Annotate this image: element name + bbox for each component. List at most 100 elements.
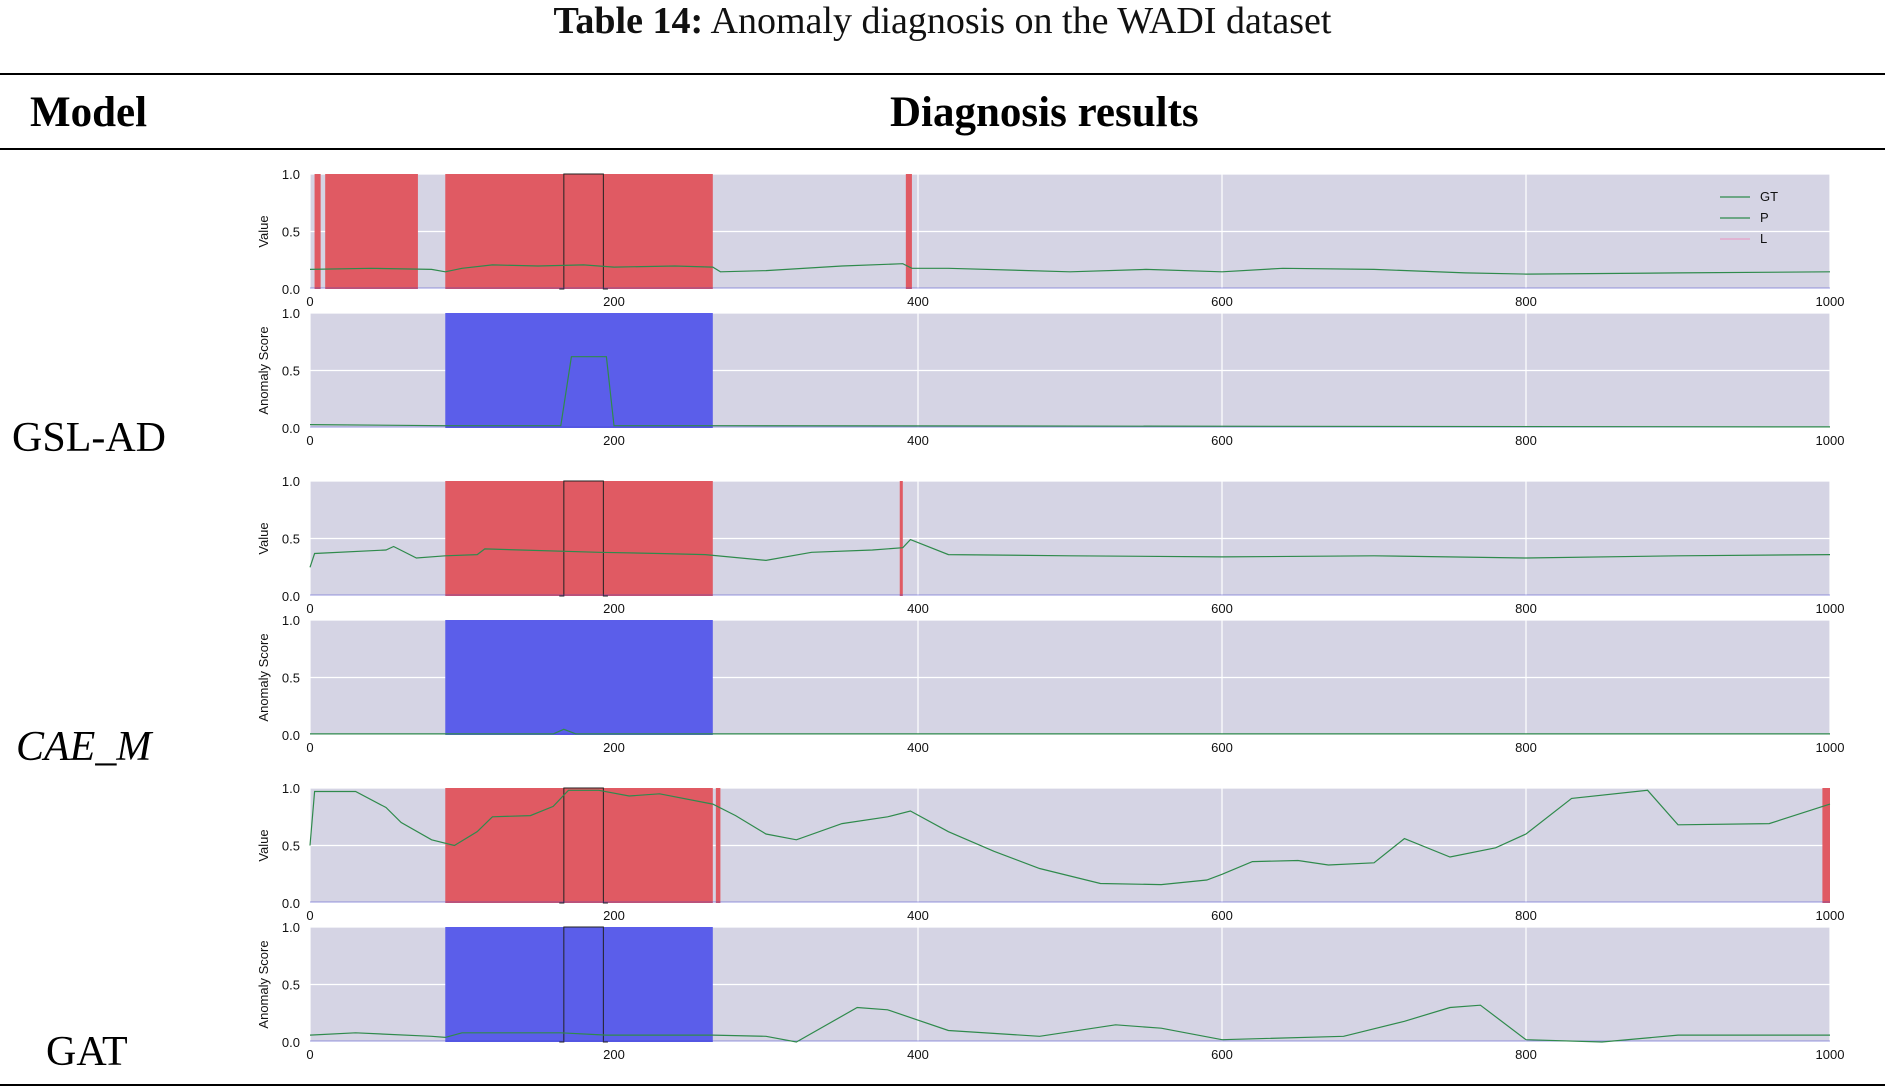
y-tick-label: 1.0 <box>282 613 300 628</box>
y-tick-label: 0.5 <box>282 225 300 240</box>
y-tick-label: 0.5 <box>282 978 300 993</box>
chart-panel-1: 0 200 400 600 800 1000 0.0 0.5 1.0 Value GT PL <box>256 167 1844 309</box>
anomaly-region <box>445 313 713 428</box>
anomaly-region <box>445 481 713 596</box>
ground-truth-line <box>559 926 608 1043</box>
y-tick-label: 0.0 <box>282 1035 300 1050</box>
header-results: Diagnosis results <box>890 89 1199 136</box>
y-axis-label: Anomaly Score <box>256 940 271 1028</box>
x-tick-label: 0 <box>306 908 313 923</box>
x-tick-label: 800 <box>1515 1047 1537 1062</box>
y-tick-label: 0.5 <box>282 532 300 547</box>
x-tick-label: 600 <box>1211 601 1233 616</box>
y-tick-label: 0.0 <box>282 282 300 297</box>
model-label-gat: GAT <box>46 1029 128 1075</box>
x-tick-label: 400 <box>907 433 929 448</box>
x-tick-label: 600 <box>1211 1047 1233 1062</box>
x-tick-label: 0 <box>306 1047 313 1062</box>
header-rule <box>0 148 1885 150</box>
x-tick-label: 200 <box>603 433 625 448</box>
anomaly-region <box>445 788 713 903</box>
y-tick-label: 0.0 <box>282 728 300 743</box>
x-tick-label: 400 <box>907 908 929 923</box>
x-tick-label: 800 <box>1515 433 1537 448</box>
chart-panel-3: 0 200 400 600 800 1000 0.0 0.5 1.0 Value <box>256 474 1844 616</box>
y-tick-label: 0.5 <box>282 671 300 686</box>
x-tick-label: 400 <box>907 601 929 616</box>
y-tick-label: 1.0 <box>282 306 300 321</box>
chart-panel-6: 0 200 400 600 800 1000 0.0 0.5 1.0 Anomaly Score <box>256 920 1844 1062</box>
ground-truth-line <box>559 480 608 597</box>
series-line-p <box>309 356 1831 428</box>
header-model: Model <box>30 89 148 136</box>
anomaly-region <box>445 927 713 1042</box>
caption-text: Anomaly diagnosis on the WADI dataset <box>710 0 1332 42</box>
anomaly-region <box>314 174 321 289</box>
anomaly-region <box>905 174 912 289</box>
legend-label: L <box>1760 231 1767 246</box>
x-tick-label: 0 <box>306 433 313 448</box>
series-line-p <box>310 728 1830 735</box>
legend-label: GT <box>1760 189 1778 204</box>
series-line-p <box>309 789 1831 886</box>
model-label-cae-m: CAE_M <box>16 724 152 770</box>
x-tick-label: 200 <box>603 294 625 309</box>
y-tick-label: 0.0 <box>282 421 300 436</box>
legend-label: P <box>1760 210 1769 225</box>
series-line-p <box>309 538 1831 568</box>
y-tick-label: 0.5 <box>282 839 300 854</box>
x-tick-label: 400 <box>907 294 929 309</box>
x-tick-label: 600 <box>1211 433 1233 448</box>
x-tick-label: 800 <box>1515 908 1537 923</box>
x-tick-label: 1000 <box>1816 601 1845 616</box>
model-label-gsl-ad: GSL-AD <box>12 415 166 461</box>
x-tick-label: 800 <box>1515 740 1537 755</box>
x-tick-label: 1000 <box>1816 908 1845 923</box>
x-tick-label: 600 <box>1211 294 1233 309</box>
anomaly-region <box>899 481 903 596</box>
anomaly-region <box>715 788 721 903</box>
y-axis-label: Anomaly Score <box>256 633 271 721</box>
ground-truth-line <box>559 787 608 904</box>
x-tick-label: 600 <box>1211 740 1233 755</box>
x-tick-label: 600 <box>1211 908 1233 923</box>
ground-truth-line <box>559 173 608 290</box>
anomaly-region <box>325 174 418 289</box>
series-line-p <box>309 263 1831 275</box>
x-tick-label: 0 <box>306 740 313 755</box>
anomaly-region <box>445 620 713 735</box>
y-axis-label: Value <box>256 215 271 247</box>
x-tick-label: 400 <box>907 1047 929 1062</box>
y-tick-label: 0.5 <box>282 364 300 379</box>
x-tick-label: 200 <box>603 1047 625 1062</box>
y-axis-label: Value <box>256 522 271 554</box>
x-tick-label: 200 <box>603 601 625 616</box>
chart-panel-2: 0 200 400 600 800 1000 0.0 0.5 1.0 Anomaly Score <box>256 306 1844 448</box>
y-tick-label: 1.0 <box>282 781 300 796</box>
series-line-p <box>309 1004 1830 1043</box>
x-tick-label: 800 <box>1515 294 1537 309</box>
y-tick-label: 0.0 <box>282 896 300 911</box>
x-tick-label: 200 <box>603 908 625 923</box>
chart-panel-5: 0 200 400 600 800 1000 0.0 0.5 1.0 Value <box>256 781 1844 923</box>
y-tick-label: 1.0 <box>282 920 300 935</box>
x-tick-label: 1000 <box>1816 433 1845 448</box>
x-tick-label: 0 <box>306 601 313 616</box>
anomaly-region <box>1822 788 1830 903</box>
y-tick-label: 1.0 <box>282 474 300 489</box>
anomaly-region <box>445 174 713 289</box>
x-tick-label: 1000 <box>1816 1047 1845 1062</box>
x-tick-label: 400 <box>907 740 929 755</box>
top-rule <box>0 73 1885 75</box>
y-axis-label: Value <box>256 829 271 861</box>
chart-panel-4: 0 200 400 600 800 1000 0.0 0.5 1.0 Anomaly Score <box>256 613 1844 755</box>
bottom-rule <box>0 1084 1885 1086</box>
caption-label: Table 14: <box>553 0 704 42</box>
y-axis-label: Anomaly Score <box>256 326 271 414</box>
x-tick-label: 1000 <box>1816 740 1845 755</box>
x-tick-label: 800 <box>1515 601 1537 616</box>
x-tick-label: 200 <box>603 740 625 755</box>
y-tick-label: 0.0 <box>282 589 300 604</box>
x-tick-label: 1000 <box>1816 294 1845 309</box>
